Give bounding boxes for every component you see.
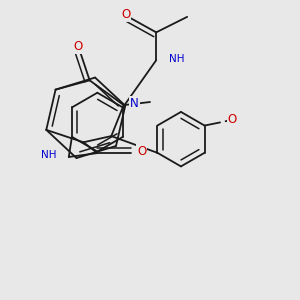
Text: O: O [228, 113, 237, 127]
Text: NH: NH [169, 54, 184, 64]
Text: O: O [121, 8, 130, 21]
Text: O: O [137, 145, 146, 158]
Text: NH: NH [41, 150, 56, 161]
Text: N: N [130, 97, 139, 110]
Text: O: O [73, 40, 83, 53]
